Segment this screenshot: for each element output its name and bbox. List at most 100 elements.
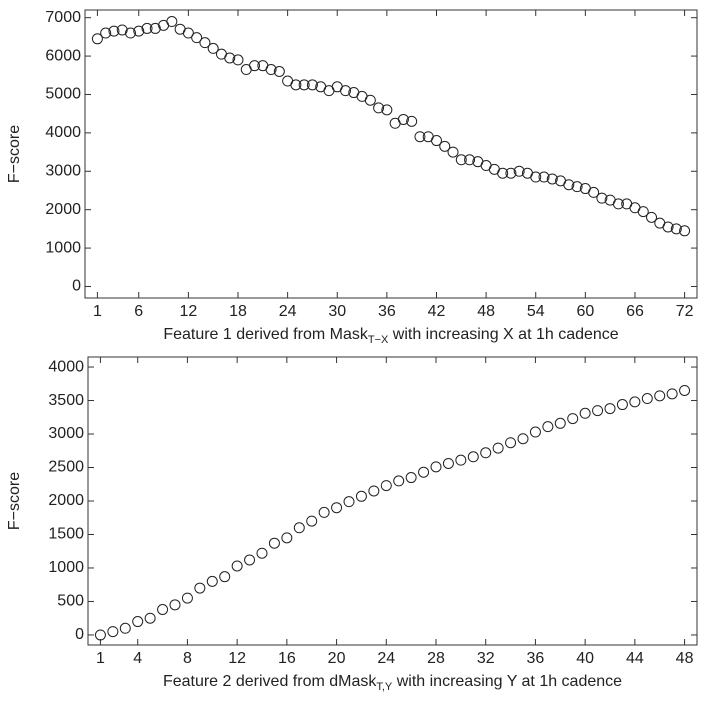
data-point <box>612 198 624 210</box>
data-point <box>141 22 153 34</box>
data-point <box>116 24 128 36</box>
x-axis-label-text: with increasing Y at 1h cadence <box>392 673 622 690</box>
data-point <box>157 604 169 616</box>
x-tick-label: 8 <box>183 650 192 667</box>
data-point <box>181 592 193 604</box>
y-tick-label: 500 <box>57 593 84 610</box>
data-point <box>133 25 145 37</box>
data-point <box>529 426 541 438</box>
data-point <box>455 154 467 166</box>
data-point <box>199 37 211 49</box>
data-point <box>94 629 106 641</box>
y-tick-label: 7000 <box>45 9 81 26</box>
y-tick-label: 3000 <box>48 425 84 442</box>
x-axis-label-subscript: T−X <box>368 334 389 346</box>
data-point <box>182 27 194 39</box>
data-point <box>467 451 479 463</box>
y-tick-label: 6000 <box>45 47 81 64</box>
data-point <box>393 475 405 487</box>
data-point <box>679 384 691 396</box>
data-point <box>100 27 112 39</box>
data-point <box>244 554 256 566</box>
data-point <box>546 173 558 185</box>
data-point <box>268 537 280 549</box>
data-point <box>224 52 236 64</box>
data-point <box>219 571 231 583</box>
data-point <box>567 413 579 425</box>
data-point <box>191 32 203 44</box>
data-point <box>206 575 218 587</box>
data-point <box>637 206 649 218</box>
data-point <box>554 417 566 429</box>
x-axis-label-text: Feature 2 derived from dMask <box>163 673 377 690</box>
data-point <box>290 79 302 91</box>
data-point <box>654 390 666 402</box>
data-point <box>340 85 352 97</box>
data-point <box>124 27 136 39</box>
y-tick-label: 0 <box>72 278 81 295</box>
x-tick-label: 48 <box>676 650 694 667</box>
data-point <box>149 22 161 34</box>
x-tick-label: 1 <box>93 303 102 320</box>
data-point <box>256 547 268 559</box>
data-point <box>144 612 156 624</box>
y-tick-label: 2000 <box>45 201 81 218</box>
data-point <box>530 171 542 183</box>
data-point <box>563 179 575 191</box>
x-axis-label: Feature 1 derived from MaskT−X with incr… <box>163 326 618 346</box>
data-point <box>306 515 318 527</box>
x-tick-label: 20 <box>328 650 346 667</box>
data-point <box>405 472 417 484</box>
x-tick-label: 32 <box>477 650 495 667</box>
x-tick-label: 16 <box>278 650 296 667</box>
data-point <box>464 154 476 166</box>
data-point <box>368 485 380 497</box>
data-point <box>373 102 385 114</box>
y-tick-label: 4000 <box>45 124 81 141</box>
data-point <box>108 25 120 37</box>
data-point <box>132 616 144 628</box>
data-point <box>207 42 219 54</box>
data-point <box>571 181 583 193</box>
data-point <box>414 131 426 143</box>
data-point <box>298 79 310 91</box>
y-tick-label: 3500 <box>48 392 84 409</box>
y-tick-label: 5000 <box>45 86 81 103</box>
x-tick-label: 12 <box>179 303 197 320</box>
data-point <box>273 65 285 77</box>
data-point <box>447 146 459 158</box>
data-point <box>455 454 467 466</box>
data-point <box>306 79 318 91</box>
x-tick-label: 66 <box>626 303 644 320</box>
data-point <box>293 522 305 534</box>
y-tick-label: 1500 <box>48 526 84 543</box>
y-tick-label: 0 <box>75 626 84 643</box>
data-point <box>355 490 367 502</box>
data-point <box>538 171 550 183</box>
y-axis-label: F−score <box>6 125 23 183</box>
data-point <box>542 421 554 433</box>
data-point <box>418 466 430 478</box>
data-point <box>604 403 616 415</box>
x-tick-label: 28 <box>427 650 445 667</box>
data-point <box>641 393 653 405</box>
x-tick-label: 36 <box>527 650 545 667</box>
x-tick-label: 48 <box>477 303 495 320</box>
data-point <box>505 437 517 449</box>
data-point <box>588 186 600 198</box>
data-point <box>265 64 277 76</box>
data-point <box>343 496 355 508</box>
data-point <box>662 221 674 233</box>
data-point <box>596 192 608 204</box>
y-tick-label: 4000 <box>48 358 84 375</box>
y-tick-label: 2500 <box>48 459 84 476</box>
x-tick-label: 60 <box>576 303 594 320</box>
data-point <box>91 33 103 45</box>
data-point <box>397 113 409 125</box>
data-point <box>166 16 178 28</box>
data-point <box>513 165 525 177</box>
data-point <box>497 167 509 179</box>
x-tick-label: 12 <box>228 650 246 667</box>
